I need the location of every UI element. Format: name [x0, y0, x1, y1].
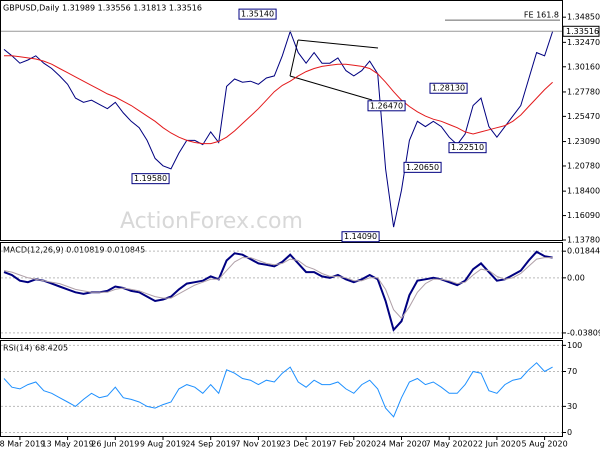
- y-tick-label: 1.34850: [567, 13, 600, 22]
- y-tick-label: 1.27780: [567, 87, 600, 96]
- y-tick-label: 30: [567, 402, 577, 411]
- annotation-box: [238, 8, 277, 20]
- x-tick-label: 22 Jun 2020: [473, 440, 521, 449]
- trend-line: [289, 75, 373, 101]
- y-tick-label: 1.25470: [567, 112, 600, 121]
- y-tick-label: 0.018442: [567, 247, 600, 256]
- ohlc: 1.31989 1.33556 1.31813 1.33516: [62, 4, 202, 13]
- y-tick-label: 100: [567, 341, 582, 350]
- y-tick-label: 1.32470: [567, 38, 600, 47]
- rsi-title: RSI(14) 68.4205: [3, 344, 68, 353]
- x-tick-label: 24 Mar 2020: [376, 440, 427, 449]
- y-tick-label: 1.16090: [567, 211, 600, 220]
- annotation-box: [429, 82, 468, 94]
- series-line: [3, 362, 553, 418]
- y-tick-label: 1.18400: [567, 187, 600, 196]
- x-tick-label: 7 Feb 2020: [331, 440, 376, 449]
- macd-panel: [0, 242, 563, 339]
- annotation-box: [341, 231, 380, 243]
- last-price-box: [562, 25, 600, 37]
- x-tick-label: 9 Aug 2019: [140, 440, 186, 449]
- y-tick-label: 0.00: [567, 273, 585, 282]
- annotation-label: 1.26470: [370, 101, 403, 110]
- series-line: [4, 55, 553, 145]
- y-tick-label: -0.038095: [567, 328, 600, 337]
- watermark: ActionForex.com: [120, 209, 303, 234]
- annotation-box: [131, 173, 170, 185]
- series-line: [3, 250, 553, 332]
- y-tick-label: 1.13780: [567, 236, 600, 245]
- annotation-label: 1.20650: [406, 163, 439, 172]
- annotation-box: [448, 142, 487, 154]
- x-tick-label: 26 Jun 2019: [91, 440, 139, 449]
- y-tick-label: 0: [567, 428, 572, 437]
- x-tick-label: 13 May 2019: [42, 440, 94, 449]
- y-tick-label: 1.20780: [567, 161, 600, 170]
- annotation-label: 1.28130: [432, 84, 465, 93]
- y-tick-label: 1.30160: [567, 62, 600, 71]
- rsi-panel: [0, 340, 563, 437]
- series-line: [3, 29, 554, 228]
- macd-title: MACD(12,26,9) 0.010819 0.010845: [3, 246, 145, 255]
- y-tick-label: 1.23090: [567, 137, 600, 146]
- y-tick-label: 70: [567, 367, 577, 376]
- trend-line: [297, 39, 379, 49]
- last-price: 1.33516: [566, 27, 599, 36]
- x-tick-label: 23 Dec 2019: [281, 440, 332, 449]
- fe-label: FE 161.8: [524, 11, 559, 20]
- series-line: [3, 257, 553, 320]
- x-tick-label: 24 Sep 2019: [185, 440, 236, 449]
- annotation-label: 1.35140: [241, 10, 274, 19]
- annotation-box: [367, 100, 406, 112]
- annotation-label: 1.14090: [344, 232, 377, 241]
- trend-line: [289, 39, 299, 77]
- annotation-label: 1.22510: [451, 143, 484, 152]
- symbol: GBPUSD,Daily: [3, 4, 60, 13]
- x-tick-label: 28 Mar 2019: [0, 440, 45, 449]
- price-panel: [0, 0, 563, 241]
- x-tick-label: 7 May 2020: [426, 440, 473, 449]
- annotation-box: [403, 161, 442, 173]
- x-tick-label: 5 Aug 2020: [522, 440, 568, 449]
- annotation-label: 1.19580: [134, 174, 167, 183]
- x-tick-label: 7 Nov 2019: [235, 440, 281, 449]
